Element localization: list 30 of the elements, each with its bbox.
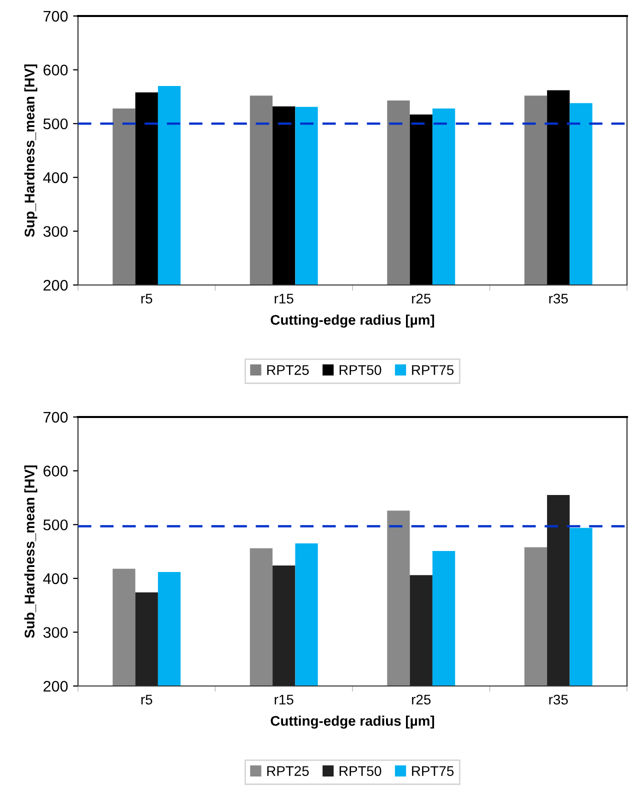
y-tick-label: 300 xyxy=(43,226,68,237)
x-tick-label: r25 xyxy=(412,294,431,304)
y-tick-label: 300 xyxy=(43,627,68,638)
legend-label: RPT50 xyxy=(340,365,382,375)
y-tick-label: 700 xyxy=(44,10,68,22)
x-tick-label: r5 xyxy=(141,694,152,705)
y-tick-label: 500 xyxy=(43,118,68,130)
y-tick-label: 400 xyxy=(43,172,68,184)
y-tick-label: 200 xyxy=(44,280,68,291)
legend-label: RPT50 xyxy=(340,766,382,776)
x-axis-title: Cutting-edge radius [µm] xyxy=(270,716,434,729)
y-tick-label: 600 xyxy=(44,466,68,476)
x-tick-label: r5 xyxy=(141,294,152,304)
legend-label: RPT75 xyxy=(412,766,454,776)
x-tick-label: r35 xyxy=(549,294,568,304)
y-tick-label: 200 xyxy=(44,680,68,692)
legend-label: RPT75 xyxy=(412,365,454,375)
y-axis-title: Sub_Hardness_mean [HV] xyxy=(24,465,38,638)
legend-label: RPT25 xyxy=(267,365,309,375)
x-tick-label: r35 xyxy=(549,694,568,705)
y-tick-label: 500 xyxy=(43,519,68,530)
x-axis-title: Cutting-edge radius [µm] xyxy=(270,314,434,328)
y-tick-label: 700 xyxy=(44,412,68,423)
y-tick-label: 600 xyxy=(44,64,68,76)
x-tick-label: r15 xyxy=(274,294,294,304)
legend-label: RPT25 xyxy=(267,766,309,776)
x-tick-label: r15 xyxy=(274,694,294,705)
x-tick-label: r25 xyxy=(412,694,431,705)
y-axis-title: Sup_Hardness_mean [HV] xyxy=(24,64,38,237)
y-tick-label: 400 xyxy=(43,573,68,584)
